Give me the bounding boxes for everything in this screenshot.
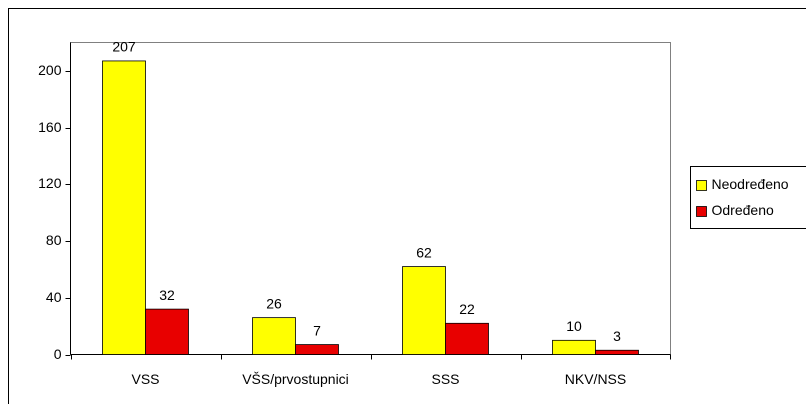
bar xyxy=(252,317,296,355)
x-tick-label: VSS xyxy=(131,371,159,387)
y-tick-label: 200 xyxy=(38,62,62,78)
legend-box xyxy=(690,166,806,229)
data-label: 22 xyxy=(459,301,475,317)
bar xyxy=(145,308,189,355)
data-label: 10 xyxy=(566,318,582,334)
plot-area xyxy=(70,42,671,355)
bar xyxy=(102,60,146,355)
x-tick-label: SSS xyxy=(431,371,459,387)
bar xyxy=(402,266,446,355)
x-tick-label: VŠS/prvostupnici xyxy=(242,371,349,387)
legend-swatch xyxy=(696,206,707,217)
x-tick-label: NKV/NSS xyxy=(565,371,626,387)
data-label: 62 xyxy=(416,244,432,260)
y-tick-label: 120 xyxy=(38,175,62,191)
legend-swatch xyxy=(696,180,707,191)
bar xyxy=(595,349,639,355)
legend-label: Određeno xyxy=(712,202,774,218)
bar xyxy=(445,322,489,355)
y-tick-label: 160 xyxy=(38,119,62,135)
bar xyxy=(295,344,339,355)
data-label: 7 xyxy=(313,322,321,338)
y-tick-label: 40 xyxy=(46,289,62,305)
data-label: 207 xyxy=(112,39,136,55)
bar xyxy=(552,339,596,355)
legend-label: Neodređeno xyxy=(712,176,789,192)
data-label: 32 xyxy=(159,287,175,303)
y-tick-label: 80 xyxy=(46,232,62,248)
data-label: 26 xyxy=(266,295,282,311)
data-label: 3 xyxy=(613,328,621,344)
y-tick-label: 0 xyxy=(54,346,62,362)
